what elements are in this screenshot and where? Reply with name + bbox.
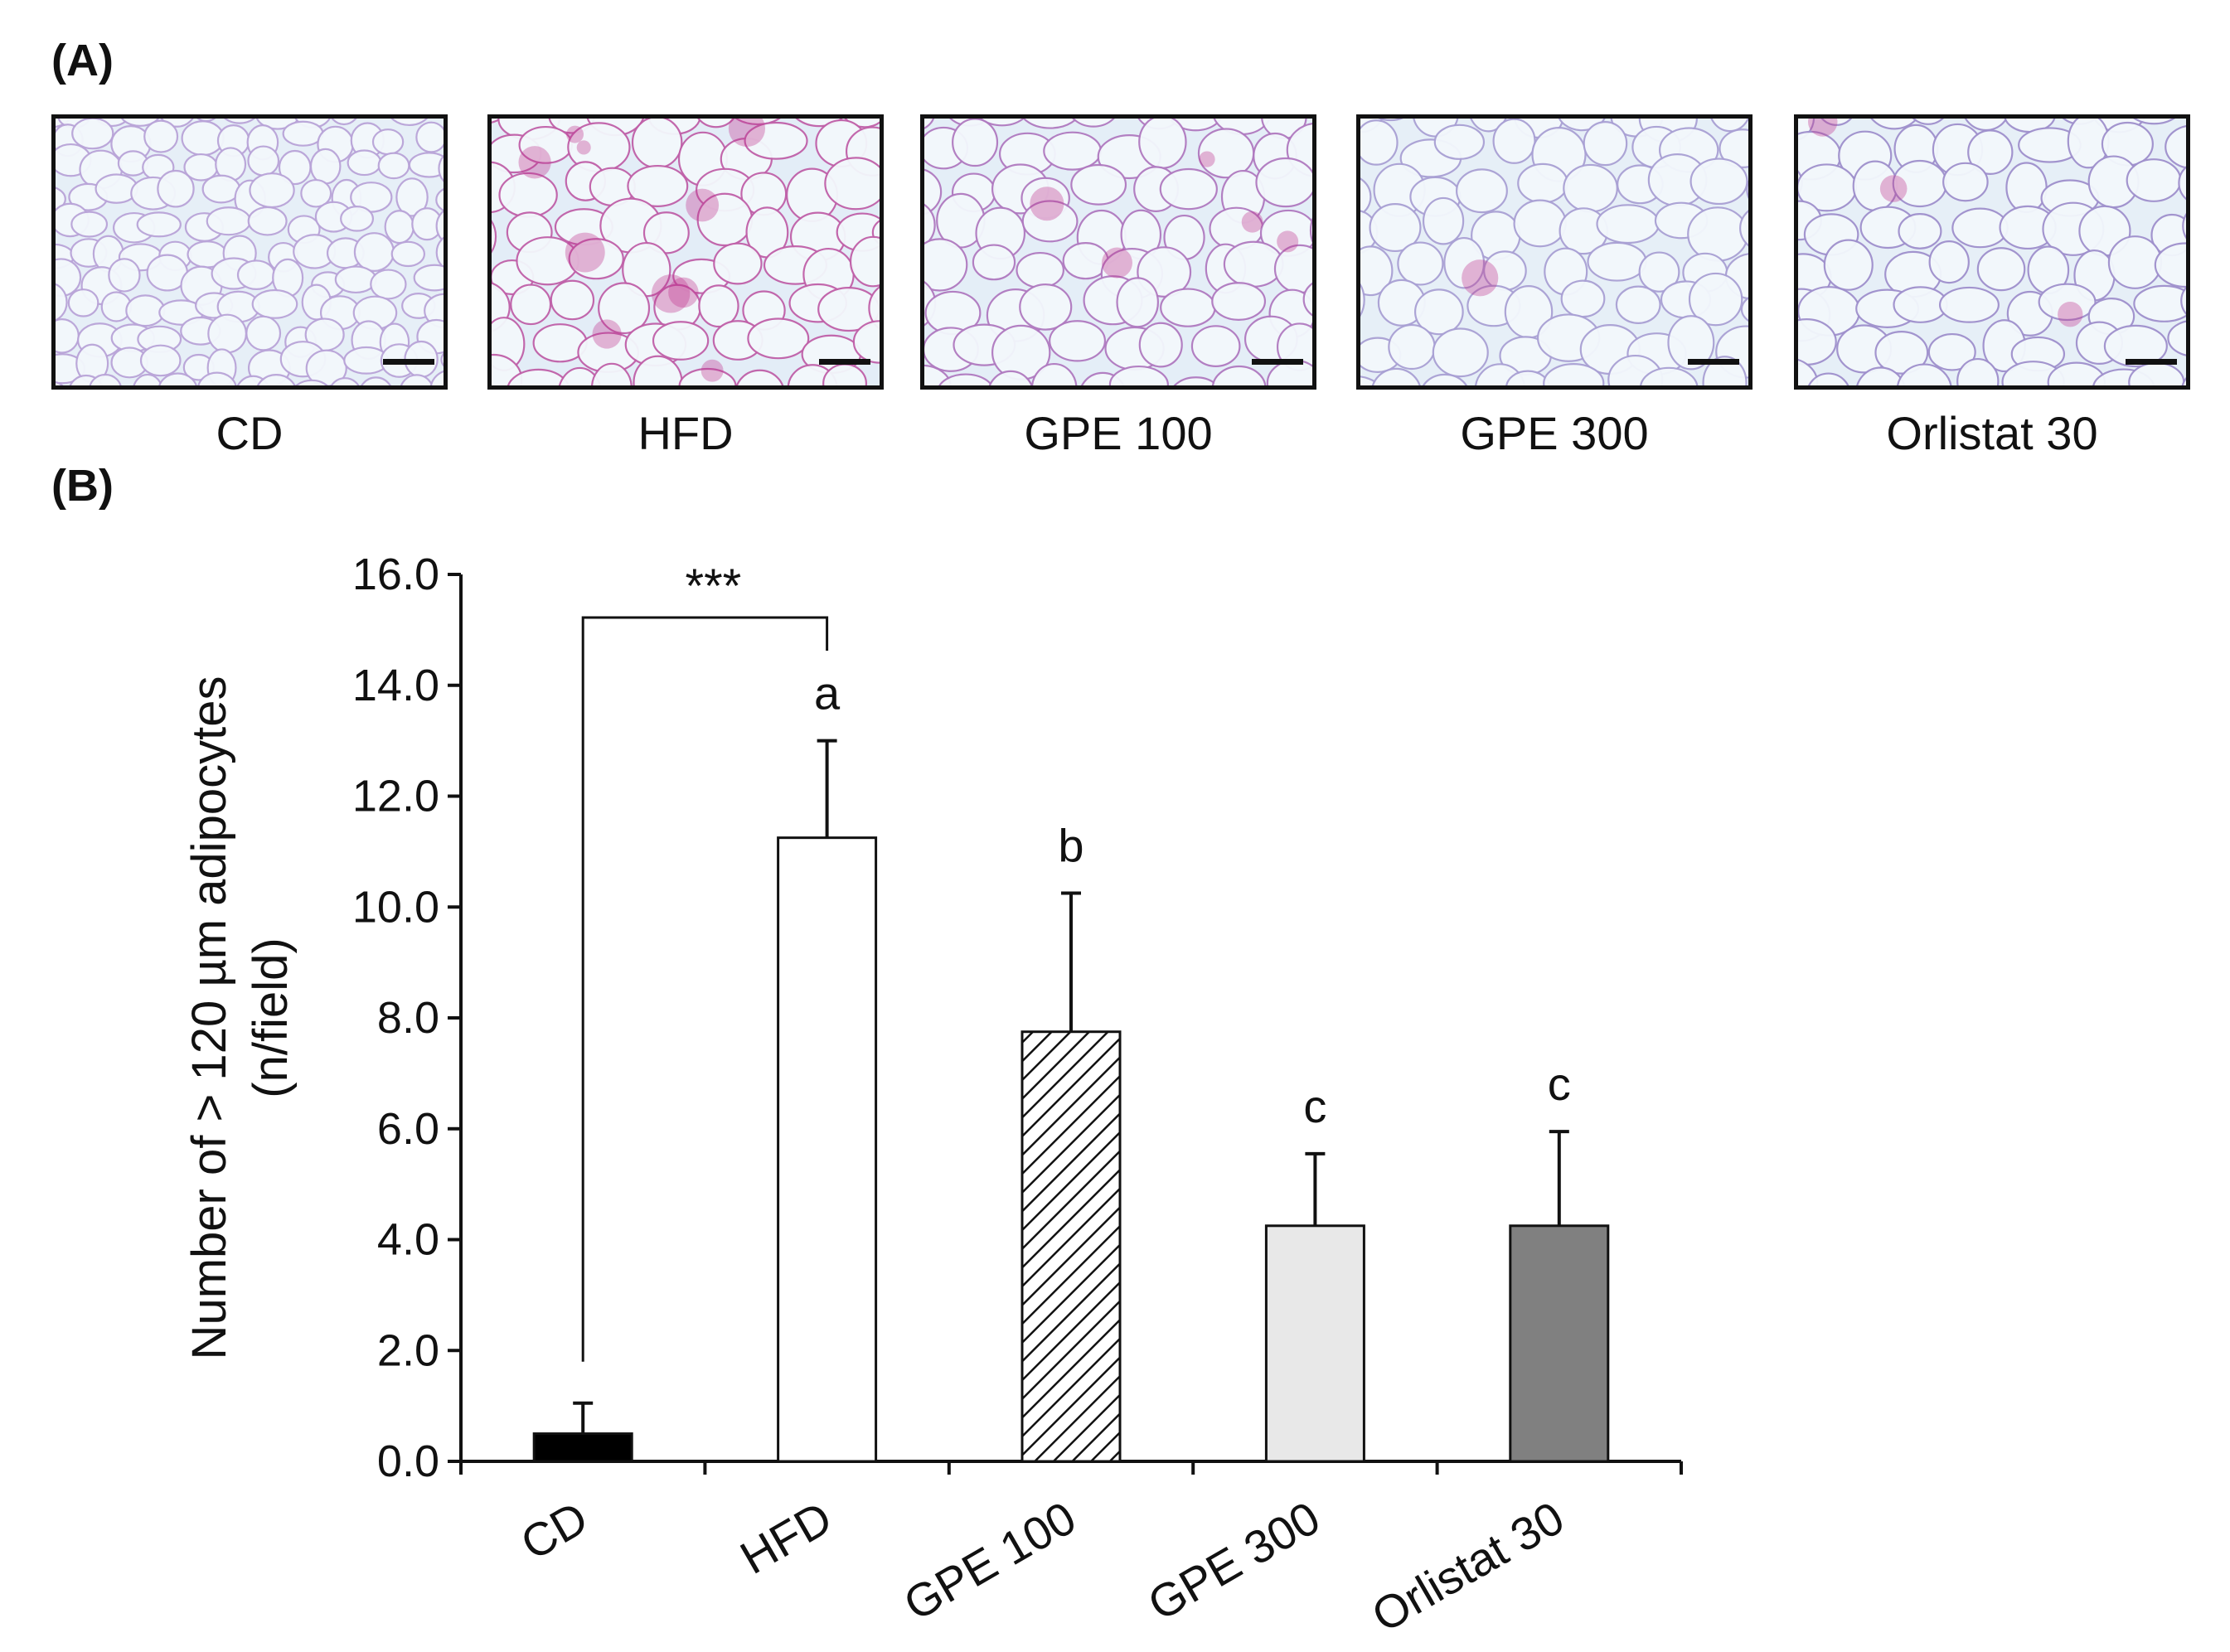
significance-bracket [581, 616, 829, 1362]
y-axis-label-units: (n/field) [244, 937, 298, 1097]
y-tick-label: 16.0 [352, 550, 439, 599]
significance-letter: a [814, 667, 841, 719]
y-tick-label: 0.0 [377, 1436, 439, 1486]
micrograph-caption-gpe100: GPE 100 [1024, 407, 1213, 459]
micrograph-caption-hfd: HFD [637, 407, 734, 459]
y-axis-label: Number of > 120 µm adipocytes [182, 676, 236, 1360]
significance-stars: *** [686, 560, 742, 613]
x-tick-label: GPE 300 [1139, 1491, 1328, 1630]
micrograph-gpe100 [920, 114, 1316, 390]
micrograph-caption-orlistat30: Orlistat 30 [1886, 407, 2098, 459]
y-tick-label: 6.0 [377, 1104, 439, 1154]
y-tick-label: 8.0 [377, 993, 439, 1043]
bar-gpe-300 [1264, 1224, 1365, 1463]
significance-letter: c [1548, 1058, 1571, 1110]
bar-hfd [777, 836, 878, 1463]
bar-orlistat-30 [1509, 1224, 1610, 1463]
y-tick-label: 14.0 [352, 661, 439, 710]
micrograph-caption-cd: CD [216, 407, 284, 459]
x-tick-label: CD [512, 1491, 597, 1570]
significance-letter: c [1303, 1080, 1326, 1132]
micrograph-orlistat30 [1794, 114, 2190, 390]
bar-cd [532, 1432, 633, 1463]
micrograph-hfd [487, 114, 884, 390]
micrograph-cd [51, 114, 448, 390]
significance-letter: b [1058, 820, 1083, 872]
micrograph-caption-gpe300: GPE 300 [1460, 407, 1649, 459]
x-tick-label: Orlistat 30 [1363, 1491, 1573, 1642]
x-tick-label: GPE 100 [895, 1491, 1084, 1630]
panel-b-label: (B) [51, 461, 114, 511]
x-tick-label: HFD [731, 1491, 840, 1584]
y-tick-label: 10.0 [352, 882, 439, 932]
y-tick-label: 12.0 [352, 772, 439, 821]
panel-a-label: (A) [51, 36, 114, 85]
y-tick-label: 4.0 [377, 1215, 439, 1265]
y-tick-label: 2.0 [377, 1325, 439, 1375]
micrograph-gpe300 [1356, 114, 1752, 390]
bar-gpe-100 [1020, 1030, 1122, 1463]
